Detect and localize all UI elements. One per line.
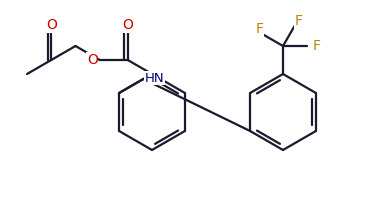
Text: HN: HN: [144, 72, 164, 84]
Text: O: O: [122, 18, 133, 32]
Text: O: O: [46, 18, 57, 32]
Text: O: O: [87, 53, 98, 67]
Text: F: F: [295, 14, 303, 28]
Text: F: F: [255, 22, 263, 36]
Text: F: F: [313, 39, 321, 53]
